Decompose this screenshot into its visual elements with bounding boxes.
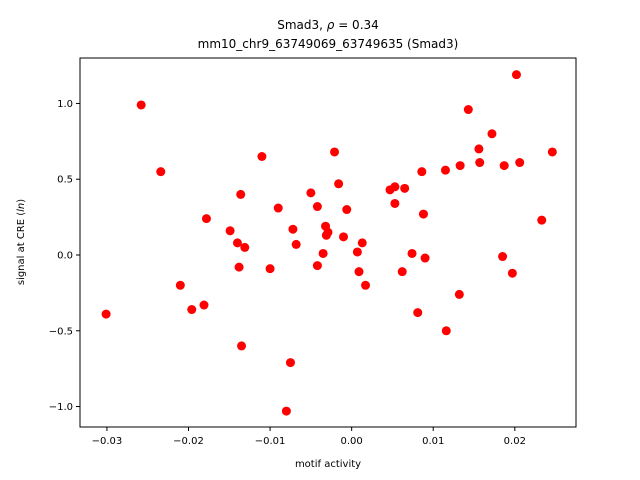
x-tick-label-3: 0.00 [341,436,363,447]
data-point-12 [240,242,250,252]
data-point-10 [236,189,246,199]
data-points [101,70,557,416]
data-point-42 [417,167,427,177]
data-point-40 [407,248,417,258]
chart-title-line2: mm10_chr9_63749069_63749635 (Smad3) [198,37,459,51]
data-point-33 [357,238,367,248]
data-point-43 [418,209,428,219]
data-point-15 [273,203,283,213]
data-point-32 [354,267,364,277]
y-tick-label-4: 1.0 [57,99,73,110]
data-point-37 [390,198,400,208]
chart-title-line1: Smad3, ρ = 0.34 [277,18,379,32]
data-point-19 [291,239,301,249]
x-tick-label-1: −0.02 [173,436,204,447]
data-point-17 [285,358,295,368]
y-tick-label-1: −0.5 [49,326,73,337]
y-axis-label-suffix: ) [16,199,27,203]
data-point-16 [281,406,291,416]
data-point-59 [547,147,557,157]
data-point-5 [199,300,209,310]
title-prefix: Smad3, [277,18,327,32]
y-tick-label-0: −1.0 [49,402,73,413]
y-tick-label-2: 0.0 [57,251,73,262]
x-axis-label: motif activity [295,459,361,470]
axes-frame [79,57,577,428]
data-point-27 [330,147,340,157]
data-point-9 [234,262,244,272]
data-point-56 [511,70,521,80]
data-point-13 [257,152,267,161]
title-rho-symbol: ρ [327,18,335,32]
data-point-29 [339,232,348,242]
data-point-44 [420,253,430,263]
x-tick-label-2: −0.01 [255,436,286,447]
data-point-51 [475,158,485,168]
data-point-11 [237,341,247,351]
data-point-18 [288,224,298,234]
y-axis-label-prefix: signal at CRE ( [16,212,27,285]
data-point-48 [455,161,465,171]
data-point-57 [515,158,525,168]
data-point-52 [487,129,497,139]
data-point-26 [323,227,333,237]
data-point-23 [318,248,328,258]
data-point-1 [136,100,146,110]
data-point-3 [175,280,185,290]
data-point-45 [440,165,450,175]
data-point-34 [361,280,371,290]
data-point-21 [312,202,322,212]
data-point-46 [441,326,451,336]
data-point-20 [306,188,316,198]
data-point-49 [463,105,473,115]
data-point-58 [537,215,547,225]
y-axis-label: signal at CRE (ln) [16,199,27,285]
data-point-39 [400,183,410,193]
data-point-22 [312,261,322,271]
data-point-14 [265,264,275,274]
data-point-8 [232,238,242,248]
data-point-38 [397,267,407,277]
data-point-36 [390,182,400,192]
y-axis-ticks: −1.0 −0.5 0.0 0.5 1.0 [49,99,80,413]
data-point-30 [342,205,352,215]
data-point-31 [352,247,362,257]
x-axis-ticks: −0.03 −0.02 −0.01 0.00 0.01 0.02 [92,427,526,447]
data-point-7 [225,226,235,236]
x-tick-label-5: 0.02 [504,436,526,447]
y-axis-label-italic: ln [16,203,27,212]
data-point-55 [507,268,517,278]
title-rho-value: = 0.34 [334,18,378,32]
data-point-6 [201,214,211,224]
data-point-0 [101,309,111,319]
data-point-53 [498,252,508,262]
data-point-28 [334,179,344,189]
data-point-4 [187,305,197,315]
data-point-50 [474,144,484,154]
data-point-41 [413,308,423,318]
x-tick-label-4: 0.01 [422,436,444,447]
data-point-2 [156,167,166,177]
y-tick-label-3: 0.5 [57,175,73,186]
data-point-47 [454,289,464,299]
data-point-54 [499,161,509,171]
x-tick-label-0: −0.03 [92,436,123,447]
